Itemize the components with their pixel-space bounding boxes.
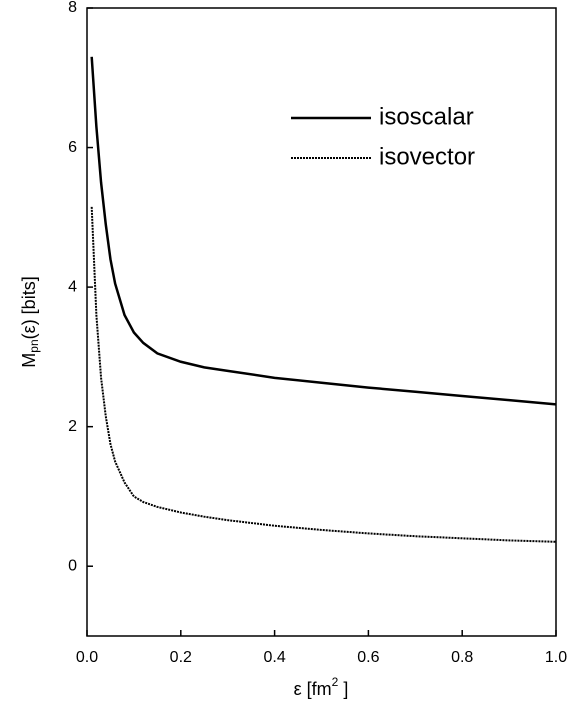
x-tick-label: 0.4 <box>263 649 285 666</box>
x-label-sup: 2 <box>332 675 339 689</box>
x-tick-label: 0.0 <box>76 649 98 666</box>
x-tick-label: 0.8 <box>451 649 473 666</box>
x-label-main: ε [fm <box>294 679 332 699</box>
series-line <box>90 206 557 543</box>
y-tick-label: 0 <box>68 557 77 574</box>
y-tick-label: 2 <box>68 418 77 435</box>
x-tick-label: 0.6 <box>357 649 379 666</box>
y-label-sub: pn <box>27 339 41 352</box>
y-label-end: (ε) [bits] <box>19 276 39 339</box>
x-axis-label: ε [fm2 ] <box>294 675 349 699</box>
y-tick-label: 4 <box>68 278 77 295</box>
plot-frame <box>86 7 557 637</box>
legend-label: isoscalar <box>379 103 474 130</box>
y-tick-label: 8 <box>68 0 77 16</box>
series-line <box>90 56 557 406</box>
legend-label: isovector <box>379 143 475 170</box>
x-tick-label: 0.2 <box>170 649 192 666</box>
x-label-end: ] <box>338 679 348 699</box>
y-label-main: M <box>19 353 39 368</box>
y-axis-label: Mpn(ε) [bits] <box>19 276 41 367</box>
y-tick-label: 6 <box>68 139 77 156</box>
x-tick-label: 1.0 <box>545 649 567 666</box>
